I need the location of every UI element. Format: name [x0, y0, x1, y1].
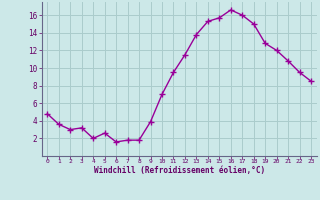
X-axis label: Windchill (Refroidissement éolien,°C): Windchill (Refroidissement éolien,°C)	[94, 166, 265, 175]
